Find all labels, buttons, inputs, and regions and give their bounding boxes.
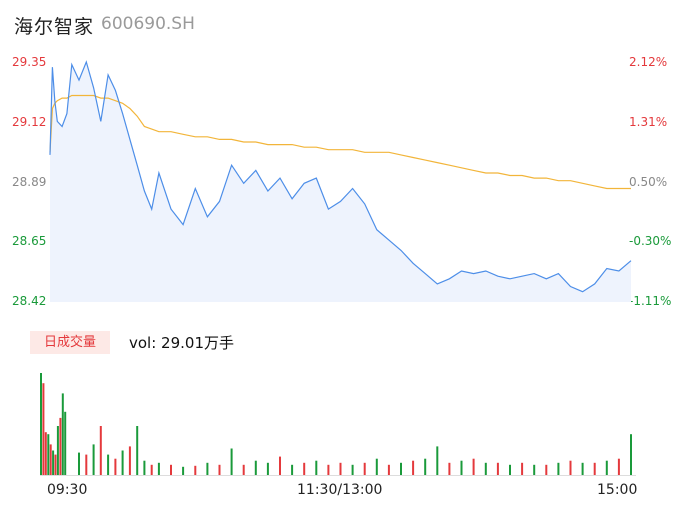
- volume-bar: [375, 458, 378, 475]
- volume-bar: [157, 462, 160, 475]
- volume-bar: [279, 456, 281, 475]
- volume-bar: [509, 464, 511, 475]
- volume-bar: [484, 462, 487, 475]
- volume-bar: [593, 462, 596, 475]
- volume-bar: [42, 383, 45, 475]
- volume-bar: [387, 464, 390, 475]
- volume-bar: [436, 446, 439, 475]
- volume-bar: [52, 450, 55, 475]
- volume-bar: [351, 464, 354, 475]
- x-tick-open: 09:30: [47, 482, 88, 498]
- volume-bar: [266, 462, 269, 475]
- volume-bar: [85, 454, 88, 475]
- volume-bar: [47, 434, 50, 475]
- volume-bar: [114, 458, 117, 475]
- volume-bar: [545, 464, 548, 475]
- volume-bar: [327, 464, 330, 475]
- volume-bar: [533, 464, 536, 475]
- volume-bar: [107, 454, 110, 475]
- stock-code: 600690.SH: [101, 14, 195, 34]
- volume-bar: [61, 393, 64, 475]
- price-tick-2: 29.12: [12, 115, 47, 129]
- volume-bar: [303, 462, 306, 475]
- volume-bar: [315, 460, 318, 475]
- volume-bar: [121, 450, 124, 475]
- volume-bar: [363, 462, 366, 475]
- volume-bar: [218, 464, 221, 475]
- price-tick-5: 28.42: [12, 294, 47, 308]
- pct-tick-5: -1.11%: [629, 294, 672, 308]
- volume-bar: [460, 460, 463, 475]
- average-price-line: [49, 94, 631, 190]
- volume-bar: [496, 462, 499, 475]
- volume-bar: [194, 465, 197, 475]
- price-tick-1: 29.35: [12, 55, 47, 69]
- volume-bar: [44, 432, 47, 475]
- volume-bar: [448, 462, 451, 475]
- volume-bar: [40, 373, 42, 475]
- pct-tick-3: 0.50%: [629, 175, 668, 189]
- volume-bar: [339, 462, 342, 475]
- x-tick-close: 15:00: [597, 482, 638, 498]
- volume-bar: [78, 452, 80, 475]
- volume-bar: [400, 462, 402, 475]
- volume-bar: [150, 464, 153, 475]
- volume-bar: [99, 426, 102, 475]
- volume-bar: [557, 462, 560, 475]
- volume-bar: [49, 444, 52, 475]
- pct-tick-4: -0.30%: [629, 234, 672, 248]
- volume-tag[interactable]: 日成交量: [30, 331, 110, 354]
- price-tick-3: 28.89: [12, 175, 47, 189]
- volume-bar: [128, 446, 131, 475]
- volume-bar: [56, 426, 59, 475]
- volume-bar: [630, 434, 632, 475]
- volume-bar: [617, 458, 620, 475]
- volume-bar: [182, 466, 185, 475]
- price-line: [49, 60, 632, 293]
- volume-bar: [143, 460, 146, 475]
- volume-bar: [521, 462, 524, 475]
- volume-bar: [581, 462, 584, 475]
- price-tick-4: 28.65: [12, 234, 47, 248]
- volume-bar: [206, 462, 209, 475]
- volume-bar: [424, 458, 427, 475]
- volume-bar: [472, 458, 475, 475]
- volume-bar: [242, 464, 245, 475]
- volume-bar: [569, 460, 572, 475]
- stock-name: 海尔智家: [14, 16, 95, 38]
- price-area: [50, 62, 631, 302]
- volume-bar: [170, 464, 172, 475]
- pct-tick-2: 1.31%: [629, 115, 668, 129]
- volume-bar: [230, 448, 233, 475]
- pct-tick-1: 2.12%: [629, 55, 668, 69]
- volume-bar: [59, 417, 62, 475]
- volume-bar: [136, 426, 139, 475]
- x-tick-midday: 11:30/13:00: [297, 482, 383, 498]
- volume-bar: [412, 460, 415, 475]
- volume-bar: [54, 454, 57, 475]
- volume-bar: [92, 444, 95, 475]
- volume-bar: [254, 460, 257, 475]
- volume-bar: [291, 464, 294, 475]
- volume-bar: [605, 460, 608, 475]
- volume-bar: [64, 411, 67, 475]
- volume-value: vol: 29.01万手: [129, 334, 234, 352]
